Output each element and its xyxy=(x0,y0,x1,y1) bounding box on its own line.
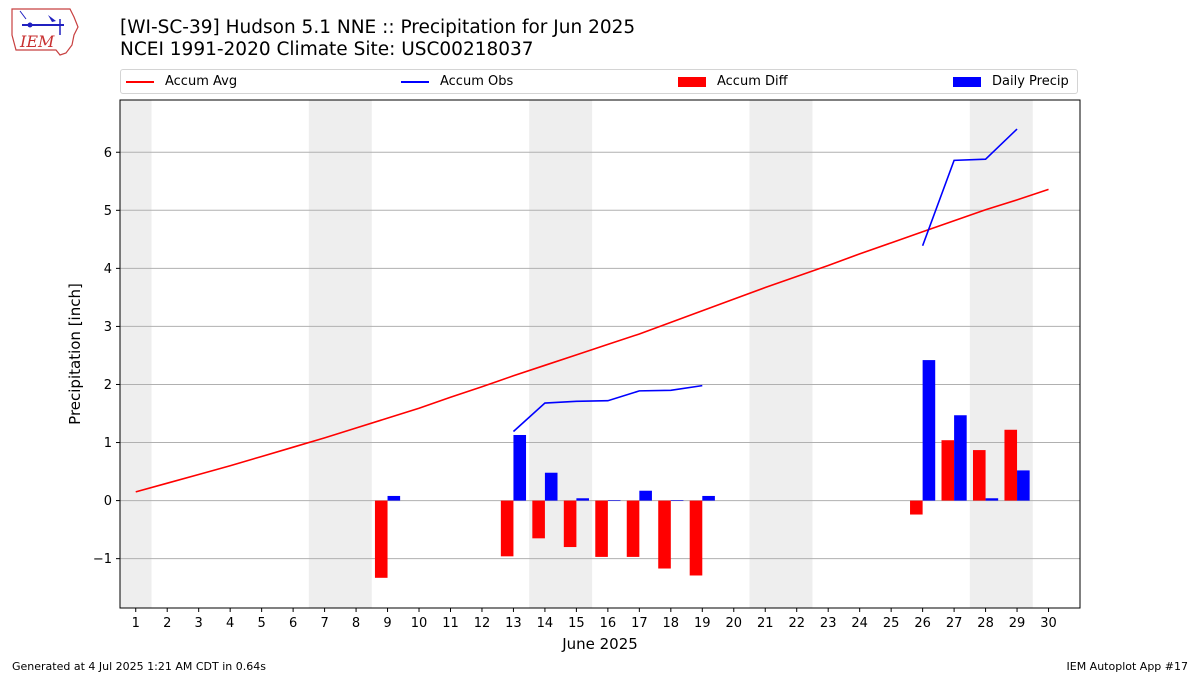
chart-title: [WI-SC-39] Hudson 5.1 NNE :: Precipitati… xyxy=(120,17,635,61)
x-tick-label-21: 21 xyxy=(757,616,774,631)
y-tick-label-1: 1 xyxy=(104,436,112,451)
y-tick-label-2: 2 xyxy=(104,378,112,393)
accum-diff-bar-day-27 xyxy=(941,440,955,501)
plot-frame xyxy=(119,99,1081,609)
accum-obs-line-0 xyxy=(512,384,703,433)
accum-diff-bar-day-26 xyxy=(910,500,923,515)
x-tick-label-16: 16 xyxy=(600,616,617,631)
accum-avg-line xyxy=(135,188,1049,493)
title-line-1: [WI-SC-39] Hudson 5.1 NNE :: Precipitati… xyxy=(120,17,636,38)
daily-precip-bar-day-17 xyxy=(639,490,652,501)
legend-swatch-accum-avg xyxy=(126,80,154,83)
x-tick-label-9: 9 xyxy=(383,616,391,631)
legend-item-accum-obs: Accum Obs xyxy=(401,70,513,93)
x-tick-label-14: 14 xyxy=(537,616,554,631)
daily-precip-bar-day-15 xyxy=(576,498,589,501)
y-axis-label: Precipitation [inch] xyxy=(66,283,84,425)
y-tick-label-5: 5 xyxy=(104,204,112,219)
daily-precip-bar-day-13 xyxy=(513,434,527,501)
x-tick-label-23: 23 xyxy=(820,616,837,631)
y-tick-label-4: 4 xyxy=(104,262,112,277)
x-tick-label-5: 5 xyxy=(257,616,265,631)
x-tick-label-22: 22 xyxy=(788,616,805,631)
daily-precip-bar-day-9 xyxy=(387,495,401,501)
daily-precip-bar-day-19 xyxy=(702,495,715,501)
weekend-band-0 xyxy=(120,100,152,608)
footer-app: IEM Autoplot App #17 xyxy=(1066,660,1189,673)
accum-diff-bar-day-9 xyxy=(374,500,388,578)
y-tick-label--1: −1 xyxy=(93,552,112,567)
legend-item-daily-precip: Daily Precip xyxy=(953,70,1069,93)
legend-label-accum-diff: Accum Diff xyxy=(717,74,788,89)
x-tick-label-11: 11 xyxy=(442,616,459,631)
title-line-2: NCEI 1991-2020 Climate Site: USC00218037 xyxy=(120,39,534,60)
x-tick-label-10: 10 xyxy=(411,616,428,631)
legend-label-accum-obs: Accum Obs xyxy=(440,74,514,89)
accum-diff-bar-day-19 xyxy=(689,500,703,576)
x-tick-label-7: 7 xyxy=(320,616,328,631)
x-tick-label-18: 18 xyxy=(663,616,680,631)
daily-precip-bar-day-26 xyxy=(922,360,936,501)
x-tick-label-17: 17 xyxy=(631,616,648,631)
footer-generated: Generated at 4 Jul 2025 1:21 AM CDT in 0… xyxy=(12,660,266,673)
x-tick-label-15: 15 xyxy=(568,616,585,631)
accum-diff-bar-day-28 xyxy=(972,450,986,501)
legend: Accum Avg Accum Obs Accum Diff Daily Pre… xyxy=(120,69,1078,94)
x-tick-label-26: 26 xyxy=(914,616,931,631)
daily-precip-bar-day-18 xyxy=(670,500,684,501)
x-tick-label-8: 8 xyxy=(352,616,360,631)
x-tick-label-13: 13 xyxy=(505,616,522,631)
accum-diff-bar-day-17 xyxy=(626,500,640,557)
legend-swatch-daily-precip xyxy=(953,76,981,87)
iem-logo: IEM xyxy=(8,5,82,60)
x-tick-label-19: 19 xyxy=(694,616,711,631)
x-tick-label-24: 24 xyxy=(851,616,868,631)
x-tick-label-20: 20 xyxy=(725,616,742,631)
x-tick-label-1: 1 xyxy=(132,616,140,631)
daily-precip-bar-day-14 xyxy=(544,472,558,501)
daily-precip-bar-day-28 xyxy=(985,498,999,501)
x-tick-label-25: 25 xyxy=(883,616,900,631)
x-tick-label-2: 2 xyxy=(163,616,171,631)
legend-swatch-accum-diff xyxy=(678,76,706,87)
x-tick-label-12: 12 xyxy=(474,616,491,631)
logo-text: IEM xyxy=(19,32,55,51)
legend-item-accum-avg: Accum Avg xyxy=(126,70,237,93)
x-tick-label-3: 3 xyxy=(195,616,203,631)
legend-item-accum-diff: Accum Diff xyxy=(678,70,788,93)
weekend-band-3 xyxy=(749,100,813,608)
x-tick-label-29: 29 xyxy=(1009,616,1026,631)
x-tick-label-4: 4 xyxy=(226,616,234,631)
accum-diff-bar-day-29 xyxy=(1004,429,1018,501)
legend-label-daily-precip: Daily Precip xyxy=(992,74,1069,89)
weekend-band-1 xyxy=(308,100,372,608)
accum-diff-bar-day-18 xyxy=(658,500,671,569)
accum-diff-bar-day-14 xyxy=(532,500,545,539)
x-tick-label-27: 27 xyxy=(946,616,963,631)
legend-swatch-accum-obs xyxy=(401,80,429,83)
accum-diff-bar-day-16 xyxy=(595,500,608,557)
x-tick-label-30: 30 xyxy=(1040,616,1057,631)
x-tick-label-28: 28 xyxy=(977,616,994,631)
x-tick-label-6: 6 xyxy=(289,616,297,631)
y-tick-label-0: 0 xyxy=(104,494,112,509)
accum-diff-bar-day-13 xyxy=(500,500,514,557)
daily-precip-bar-day-27 xyxy=(954,415,967,501)
daily-precip-bar-day-29 xyxy=(1017,470,1030,501)
accum-diff-bar-day-15 xyxy=(563,500,577,548)
daily-precip-bar-day-16 xyxy=(607,500,621,501)
y-tick-label-6: 6 xyxy=(104,146,112,161)
legend-label-accum-avg: Accum Avg xyxy=(165,74,238,89)
y-tick-label-3: 3 xyxy=(104,320,112,335)
x-axis-label: June 2025 xyxy=(561,635,638,653)
weekend-band-4 xyxy=(969,100,1033,608)
accum-obs-line-1 xyxy=(921,128,1018,247)
